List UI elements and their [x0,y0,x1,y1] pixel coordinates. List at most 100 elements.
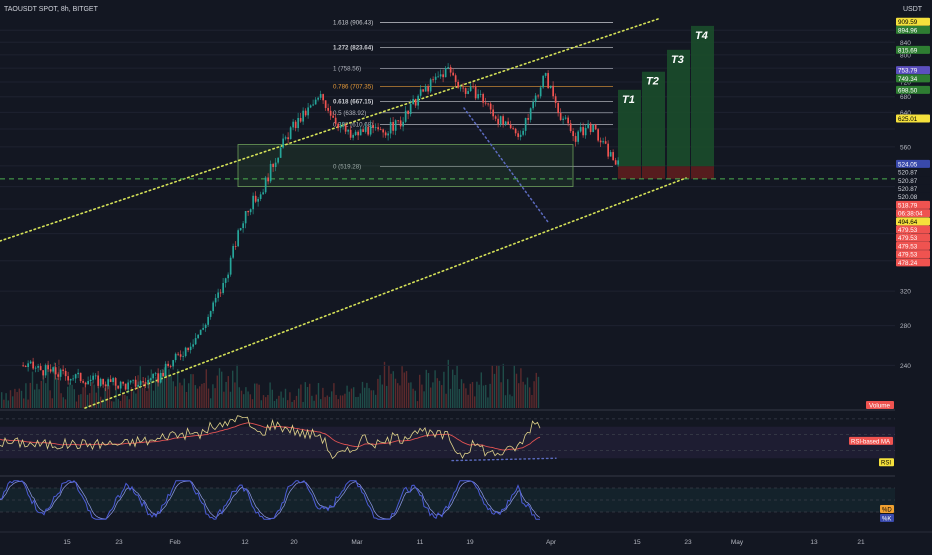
candle-body [449,67,452,73]
volume-bar [313,400,315,408]
volume-bar [141,388,144,408]
volume-bar [238,387,240,408]
volume-bar [130,387,133,408]
candle-body [359,129,362,136]
volume-bar [106,384,108,408]
volume-bar [535,372,537,408]
candle-body [262,192,264,195]
volume-bar [93,384,95,408]
volume-bar [159,374,161,408]
candle-body [572,131,574,137]
volume-bar [119,400,122,408]
candle-body [84,382,87,385]
time-tick-label: Feb [169,539,181,546]
volume-bar [346,385,348,408]
time-tick-label: 23 [115,539,123,546]
candle-body [147,379,149,384]
volume-bar [196,388,199,408]
volume-bar [47,363,49,408]
volume-bar [335,394,337,408]
candle-body [362,129,364,132]
volume-bar [240,390,243,408]
volume-bar [251,399,254,408]
volume-bar [102,398,104,408]
candle-body [252,195,254,210]
candle-body [512,128,514,129]
candle-body [67,376,69,381]
candle-body [474,86,477,99]
candle-body [469,86,472,92]
candle-body [117,385,119,389]
volume-bar [64,399,67,408]
fib-level-label: 0.382 (610.68) [333,121,373,128]
candle-body [99,378,102,386]
candle-body [344,124,347,132]
candle-body [444,68,447,78]
volume-bar [144,382,146,408]
price-tag-box [896,250,930,259]
volume-bar [322,387,324,408]
candle-body [294,121,297,129]
volume-bar [51,398,53,408]
volume-bar [500,382,502,408]
candle-body [257,198,259,202]
candle-body [199,329,202,335]
price-tag-label: 815.69 [898,47,918,54]
volume-bar [306,386,309,408]
volume-bar [282,397,284,408]
volume-bar [126,396,128,408]
volume-bar [460,379,463,408]
candle-body [342,124,344,126]
candle-body [509,124,512,129]
candle-body [29,361,32,364]
candle-body [504,121,507,125]
time-axis: 15 23 Feb 12 20 Mar 11 19 Apr 15 23 May 13 21 [0,531,932,546]
time-tick-label: 20 [290,539,298,546]
volume-bar [122,392,124,408]
indicator-panes: 80.0060.0040.0020.00RSI-based MA34.51RSI… [0,409,932,525]
candle-body [297,118,299,129]
volume-bar [515,373,518,408]
volume-bar [229,391,232,408]
candle-body [119,381,122,389]
volume-bar [397,383,399,408]
price-tag-label: 909.59 [898,19,918,26]
candle-body [589,123,592,133]
candle-body [37,366,39,368]
price-tag-label: 520.87 [898,170,918,177]
price-tick-label: 320 [900,289,911,296]
volume-bar [309,383,311,408]
volume-bar [23,398,25,408]
candle-body [82,381,84,383]
volume-bar [445,393,447,408]
candle-body [264,177,267,193]
candle-body [314,99,317,105]
volume-bar [267,394,269,408]
volume-bar [194,385,196,408]
candle-body [22,365,24,367]
candle-body [419,89,422,96]
volume-bars: Volume [1,359,894,410]
volume-bar [421,384,423,408]
candle-body [602,141,604,143]
candle-body [144,382,147,384]
candle-body [537,95,539,97]
candle-body [432,79,434,81]
candle-body [209,311,212,317]
candle-body [157,373,159,383]
time-tick-label: May [731,539,744,546]
volume-bar [456,365,458,408]
volume-bar [520,368,522,408]
volume-bar [388,365,390,408]
candle-body [239,228,242,231]
candle-body [532,101,534,109]
target-box [618,89,641,167]
price-tag-label: 494.64 [898,219,918,226]
price-tick-label: 680 [900,94,911,101]
volume-bar [366,382,368,408]
candle-body [162,372,164,377]
volume-bar [476,381,478,408]
volume-bar [199,386,201,408]
candle-body [462,87,464,89]
